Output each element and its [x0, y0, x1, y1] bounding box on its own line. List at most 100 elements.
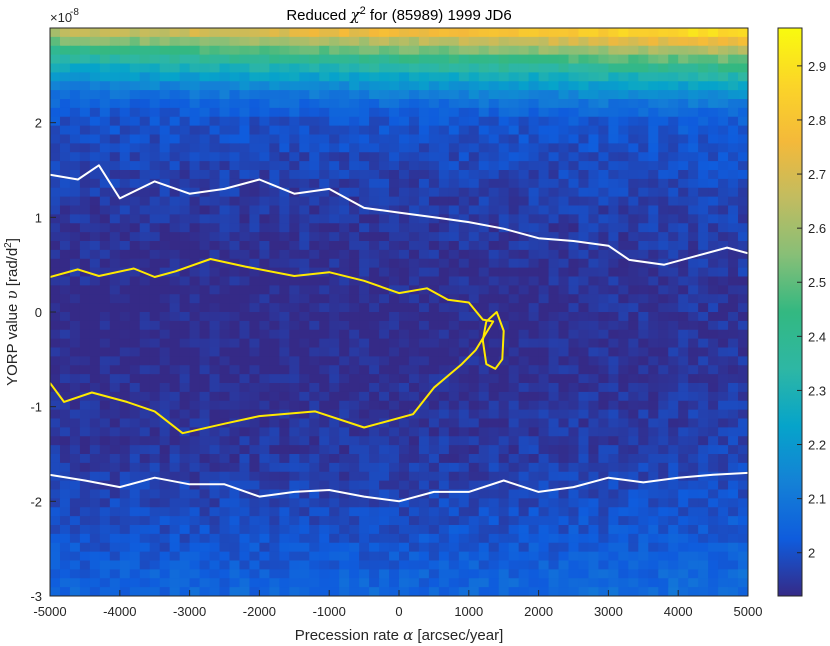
x-tick-label: -2000 — [243, 604, 276, 619]
heatmap-cell — [79, 489, 91, 499]
heatmap-cell — [418, 338, 430, 349]
heatmap-cell — [568, 99, 580, 109]
heatmap-cell — [199, 196, 211, 207]
heatmap-cell — [708, 45, 719, 56]
heatmap-cell — [648, 427, 659, 437]
heatmap-cell — [408, 81, 420, 91]
heatmap-cell — [738, 462, 748, 473]
heatmap-cell — [598, 99, 609, 109]
heatmap-cell — [588, 99, 600, 109]
heatmap-cell — [89, 347, 101, 357]
heatmap-cell — [189, 249, 201, 260]
heatmap-cell — [249, 436, 260, 446]
heatmap-cell — [458, 241, 470, 251]
heatmap-cell — [618, 400, 629, 411]
heatmap-cell — [688, 294, 699, 304]
heatmap-cell — [309, 36, 320, 47]
heatmap-cell — [448, 329, 460, 340]
heatmap-cell — [269, 28, 280, 38]
heatmap-cell — [618, 143, 629, 153]
heatmap-cell — [618, 427, 629, 437]
heatmap-cell — [618, 196, 629, 207]
heatmap-cell — [299, 196, 310, 207]
heatmap-cell — [299, 347, 310, 357]
heatmap-cell — [448, 533, 460, 544]
heatmap-cell — [229, 28, 241, 38]
heatmap-cell — [399, 516, 410, 526]
heatmap-cell — [259, 223, 270, 233]
heatmap-cell — [89, 320, 101, 331]
heatmap-cell — [59, 578, 71, 588]
heatmap-cell — [59, 134, 71, 144]
heatmap-cell — [708, 560, 719, 570]
heatmap-cell — [159, 489, 171, 499]
heatmap-cell — [259, 365, 270, 375]
heatmap-cell — [638, 116, 649, 127]
heatmap-cell — [59, 320, 71, 331]
heatmap-cell — [79, 36, 91, 47]
heatmap-cell — [69, 152, 81, 162]
heatmap-cell — [89, 516, 101, 526]
heatmap-cell — [209, 125, 221, 136]
heatmap-cell — [119, 427, 131, 437]
heatmap-cell — [568, 391, 580, 402]
heatmap-cell — [369, 232, 380, 242]
heatmap-cell — [329, 578, 340, 588]
heatmap-cell — [259, 471, 270, 482]
heatmap-cell — [169, 28, 181, 38]
heatmap-cell — [309, 551, 320, 562]
heatmap-cell — [508, 436, 520, 446]
heatmap-cell — [598, 249, 609, 260]
heatmap-cell — [129, 445, 141, 455]
heatmap-cell — [99, 143, 111, 153]
heatmap-cell — [309, 320, 320, 331]
heatmap-cell — [109, 436, 121, 446]
heatmap-cell — [548, 498, 560, 508]
heatmap-cell — [119, 232, 131, 242]
heatmap-cell — [658, 578, 669, 588]
heatmap-cell — [249, 63, 260, 73]
heatmap-cell — [618, 462, 629, 473]
heatmap-cell — [289, 533, 300, 544]
heatmap-cell — [518, 63, 530, 73]
heatmap-cell — [379, 445, 390, 455]
heatmap-cell — [309, 258, 320, 269]
heatmap-cell — [239, 258, 251, 269]
heatmap-cell — [249, 28, 260, 38]
heatmap-cell — [279, 383, 290, 393]
heatmap-cell — [389, 489, 400, 499]
heatmap-cell — [209, 374, 221, 384]
heatmap-cell — [618, 223, 629, 233]
heatmap-cell — [339, 294, 350, 304]
heatmap-cell — [608, 107, 619, 118]
heatmap-cell — [608, 542, 619, 553]
heatmap-cell — [448, 285, 460, 295]
heatmap-cell — [618, 249, 629, 260]
heatmap-cell — [169, 107, 181, 118]
heatmap-cell — [528, 187, 540, 198]
heatmap-cell — [359, 223, 370, 233]
heatmap-cell — [179, 36, 191, 47]
heatmap-cell — [369, 329, 380, 340]
heatmap-cell — [718, 276, 729, 286]
heatmap-cell — [438, 312, 450, 322]
heatmap-cell — [688, 400, 699, 411]
heatmap-cell — [628, 276, 639, 286]
heatmap-cell — [668, 134, 679, 144]
heatmap-cell — [508, 347, 520, 357]
heatmap-cell — [558, 107, 570, 118]
heatmap-cell — [438, 125, 450, 136]
heatmap-cell — [389, 152, 400, 162]
heatmap-cell — [399, 471, 410, 482]
heatmap-cell — [289, 72, 300, 82]
heatmap-cell — [399, 232, 410, 242]
heatmap-cell — [89, 525, 101, 535]
heatmap-cell — [249, 81, 260, 91]
heatmap-cell — [199, 303, 211, 313]
heatmap-cell — [179, 489, 191, 499]
heatmap-cell — [598, 347, 609, 357]
heatmap-cell — [99, 81, 111, 91]
heatmap-cell — [309, 578, 320, 588]
heatmap-cell — [99, 161, 111, 171]
heatmap-cell — [718, 143, 729, 153]
